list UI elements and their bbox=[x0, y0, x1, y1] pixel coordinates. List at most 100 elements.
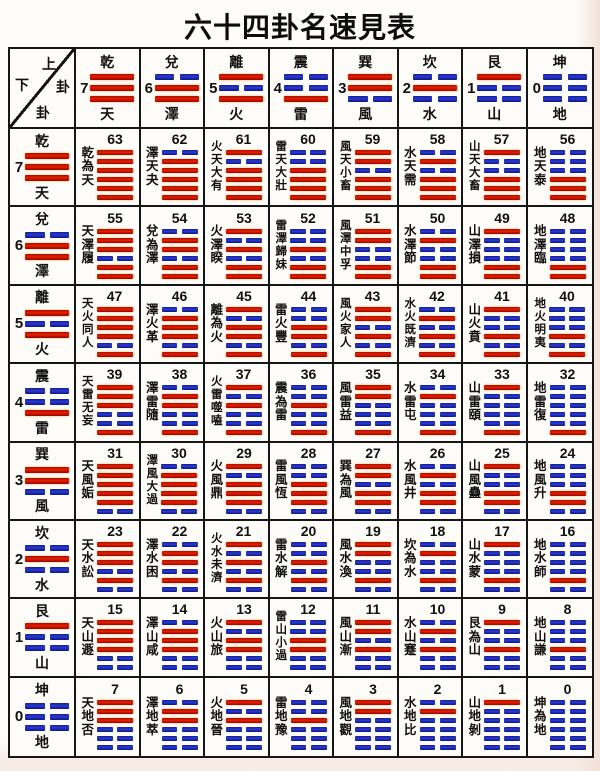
yin-line bbox=[290, 237, 326, 243]
yin-segment bbox=[569, 324, 585, 330]
hexagram-name-char: 地 bbox=[533, 224, 547, 239]
hexagram-figure-column: 62 bbox=[161, 132, 198, 202]
yang-line bbox=[25, 253, 70, 260]
yin-segment bbox=[569, 228, 586, 234]
yin-segment bbox=[161, 342, 178, 348]
yin-line bbox=[549, 385, 586, 391]
hexagram-number: 57 bbox=[493, 131, 510, 148]
yin-segment bbox=[484, 403, 500, 409]
yin-segment bbox=[504, 735, 520, 741]
hexagram-name-char: 解 bbox=[274, 564, 288, 579]
hexagram-cell: 火雷噬嗑 37 bbox=[205, 364, 270, 443]
hexagram-name-char: 火 bbox=[211, 376, 223, 389]
yin-segment bbox=[161, 735, 178, 741]
trigram-name: 兌 bbox=[35, 211, 49, 228]
yin-segment bbox=[373, 96, 393, 102]
yin-segment bbox=[484, 481, 500, 487]
yin-line bbox=[283, 85, 328, 91]
hexagram-name-char: 漸 bbox=[339, 643, 352, 658]
yin-segment bbox=[161, 587, 178, 593]
hexagram-number: 45 bbox=[236, 287, 252, 304]
yang-line bbox=[419, 629, 456, 635]
hexagram-figure bbox=[484, 618, 520, 672]
yin-segment bbox=[439, 569, 456, 575]
hexagram-name-char: 復 bbox=[533, 408, 547, 423]
hexagram-number: 30 bbox=[171, 444, 187, 461]
yin-segment bbox=[181, 569, 198, 575]
yin-segment bbox=[25, 388, 45, 395]
hexagram-number: 34 bbox=[429, 366, 446, 383]
yang-line bbox=[355, 542, 391, 548]
hexagram-name: 水山蹇 bbox=[404, 617, 417, 658]
hexagram-figure-column: 38 bbox=[161, 367, 198, 437]
yang-line bbox=[25, 331, 70, 338]
yin-segment bbox=[375, 717, 391, 723]
yin-line bbox=[419, 463, 456, 469]
yin-segment bbox=[310, 255, 326, 261]
hexagram-cell: 天澤履 55 bbox=[76, 207, 141, 286]
hexagram-name-char: 澤 bbox=[145, 616, 159, 631]
yin-segment bbox=[419, 508, 436, 514]
hexagram-name: 山地剝 bbox=[468, 696, 481, 738]
yin-segment bbox=[484, 421, 500, 427]
hexagram-name-char: 火 bbox=[210, 616, 223, 631]
hexagram-name-char: 風 bbox=[339, 486, 352, 501]
hexagram-name-char: 蒙 bbox=[468, 564, 481, 579]
yin-segment bbox=[419, 255, 436, 261]
hexagram-name-char: 火 bbox=[534, 310, 547, 323]
hexagram-cell: 山地剝 1 bbox=[463, 677, 528, 756]
yin-line bbox=[484, 508, 520, 514]
yin-segment bbox=[116, 421, 133, 427]
yang-line bbox=[484, 333, 520, 339]
yang-line bbox=[419, 394, 456, 400]
yin-segment bbox=[439, 463, 456, 469]
yang-line bbox=[419, 430, 456, 436]
hexagram-figure-column: 11 bbox=[355, 602, 391, 672]
yang-line bbox=[226, 228, 262, 234]
yin-segment bbox=[179, 74, 199, 80]
yin-line bbox=[290, 315, 327, 321]
yin-line bbox=[549, 481, 586, 487]
yin-segment bbox=[310, 726, 327, 732]
hexagram-name-char: 水 bbox=[339, 551, 352, 566]
hexagram-name-char: 水 bbox=[274, 551, 288, 566]
yin-segment bbox=[569, 246, 586, 252]
yin-segment bbox=[161, 699, 178, 705]
corner-lower-gua-label: 卦 bbox=[36, 105, 50, 121]
yin-segment bbox=[181, 542, 198, 548]
yin-segment bbox=[49, 645, 70, 652]
hexagram-name: 離為火 bbox=[210, 303, 223, 345]
yin-segment bbox=[310, 472, 327, 478]
yin-line bbox=[549, 726, 586, 732]
hexagram-number: 61 bbox=[235, 131, 252, 148]
hexagram-figure bbox=[484, 227, 520, 281]
yang-line bbox=[419, 551, 456, 557]
yin-line bbox=[549, 315, 585, 321]
yang-line bbox=[355, 629, 391, 635]
hexagram-name: 兌為澤 bbox=[146, 225, 159, 266]
yin-segment bbox=[283, 74, 304, 80]
yin-line bbox=[549, 403, 586, 409]
yin-segment bbox=[226, 315, 242, 321]
yin-segment bbox=[246, 708, 262, 714]
yang-line bbox=[96, 385, 133, 391]
yin-segment bbox=[290, 412, 307, 418]
hexagram-name: 乾為天 bbox=[81, 146, 94, 188]
yin-segment bbox=[419, 587, 436, 593]
yin-line bbox=[225, 587, 262, 593]
yang-line bbox=[97, 186, 133, 192]
yang-line bbox=[354, 264, 391, 270]
yang-line bbox=[354, 333, 391, 339]
hexagram-cell: 地澤臨 48 bbox=[527, 207, 592, 286]
hexagram-figure-column: 14 bbox=[161, 602, 198, 672]
yin-line bbox=[542, 74, 587, 80]
yin-segment bbox=[181, 412, 198, 418]
yin-segment bbox=[245, 394, 262, 400]
yin-line bbox=[419, 717, 456, 723]
hexagram-name-char: 水 bbox=[403, 564, 417, 579]
hexagram-cell: 天火同人 47 bbox=[76, 285, 141, 365]
trigram-figure-row: 3 bbox=[338, 72, 393, 105]
yin-line bbox=[549, 620, 586, 626]
